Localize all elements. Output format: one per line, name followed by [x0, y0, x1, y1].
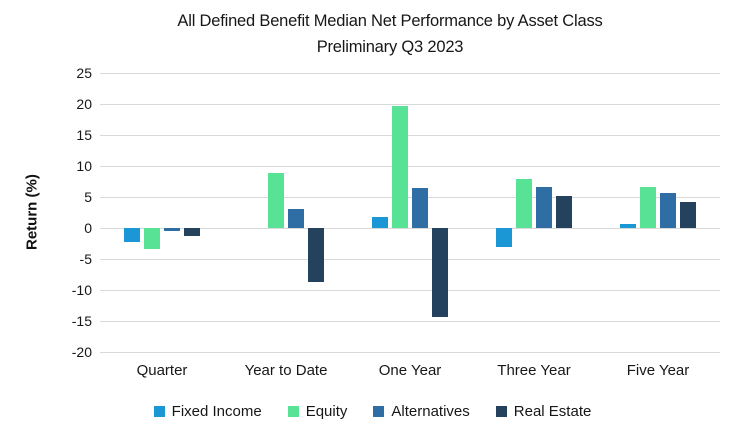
y-tick-label-10: 10	[76, 158, 92, 174]
bar-real-estate-three-year	[556, 196, 572, 228]
legend-label-fixed-income: Fixed Income	[171, 403, 262, 420]
bar-alternatives-three-year	[536, 187, 552, 228]
legend-swatch-fixed-income	[153, 406, 165, 417]
y-axis-tick-labels: 25 20 15 10 5 0 -5 -10 -15 -20	[40, 65, 92, 360]
legend-swatch-equity	[287, 406, 299, 417]
gridline-10	[100, 166, 720, 167]
legend: Fixed Income Equity Alternatives Real Estat…	[0, 403, 745, 420]
gridline--10	[100, 290, 720, 291]
bar-alternatives-one-year	[412, 188, 428, 228]
y-axis-title: Return (%)	[23, 174, 41, 251]
y-tick-label-25: 25	[76, 65, 92, 81]
bar-real-estate-year-to-date	[308, 228, 324, 282]
gridline--5	[100, 259, 720, 260]
gridline-25	[100, 73, 720, 74]
y-tick-label-0: 0	[84, 220, 92, 236]
x-category-label-year-to-date: Year to Date	[244, 362, 328, 379]
bar-fixed-income-one-year	[372, 216, 388, 228]
bar-alternatives-year-to-date	[288, 209, 304, 228]
y-tick-label-20: 20	[76, 96, 92, 112]
legend-label-real-estate: Real Estate	[513, 403, 592, 420]
y-tick-label--15: -15	[71, 313, 92, 329]
bar-equity-three-year	[516, 179, 532, 228]
gridline-0	[100, 228, 720, 229]
bar-real-estate-quarter	[184, 228, 200, 237]
x-category-label-quarter: Quarter	[136, 362, 188, 379]
plot-area	[100, 73, 720, 353]
legend-label-equity: Equity	[305, 403, 348, 420]
bar-fixed-income-three-year	[496, 228, 512, 248]
y-tick-label-5: 5	[84, 189, 92, 205]
bar-fixed-income-quarter	[124, 228, 140, 243]
y-tick-label--10: -10	[71, 282, 92, 298]
bar-equity-quarter	[144, 228, 160, 249]
bar-fixed-income-five-year	[620, 224, 636, 228]
chart-subtitle: Preliminary Q3 2023	[316, 38, 464, 56]
bar-equity-one-year	[392, 105, 408, 228]
bar-real-estate-five-year	[680, 202, 696, 228]
x-category-label-one-year: One Year	[378, 362, 442, 379]
x-category-label-five-year: Five Year	[626, 362, 690, 379]
y-tick-label-15: 15	[76, 127, 92, 143]
legend-label-alternatives: Alternatives	[391, 403, 470, 420]
bar-real-estate-one-year	[432, 228, 448, 317]
x-axis-category-labels: Quarter Year to Date One Year Three Year Fiv…	[100, 362, 720, 379]
legend-item-equity: Equity	[287, 403, 348, 420]
gridline--15	[100, 321, 720, 322]
legend-swatch-real-estate	[495, 406, 507, 417]
bar-alternatives-quarter	[164, 228, 180, 232]
legend-item-fixed-income: Fixed Income	[153, 403, 262, 420]
chart-title: All Defined Benefit Median Net Performan…	[177, 12, 603, 30]
legend-swatch-alternatives	[373, 406, 385, 417]
x-category-label-three-year: Three Year	[497, 362, 571, 379]
y-tick-label--5: -5	[79, 251, 92, 267]
gridline--20	[100, 352, 720, 353]
legend-item-real-estate: Real Estate	[495, 403, 592, 420]
bar-equity-five-year	[640, 187, 656, 228]
bar-equity-year-to-date	[268, 173, 284, 228]
chart-title-block: All Defined Benefit Median Net Performan…	[70, 8, 710, 60]
gridline-5	[100, 197, 720, 198]
legend-item-alternatives: Alternatives	[373, 403, 470, 420]
bar-alternatives-five-year	[660, 192, 676, 228]
gridline-20	[100, 104, 720, 105]
y-tick-label--20: -20	[71, 344, 92, 360]
gridline-15	[100, 135, 720, 136]
